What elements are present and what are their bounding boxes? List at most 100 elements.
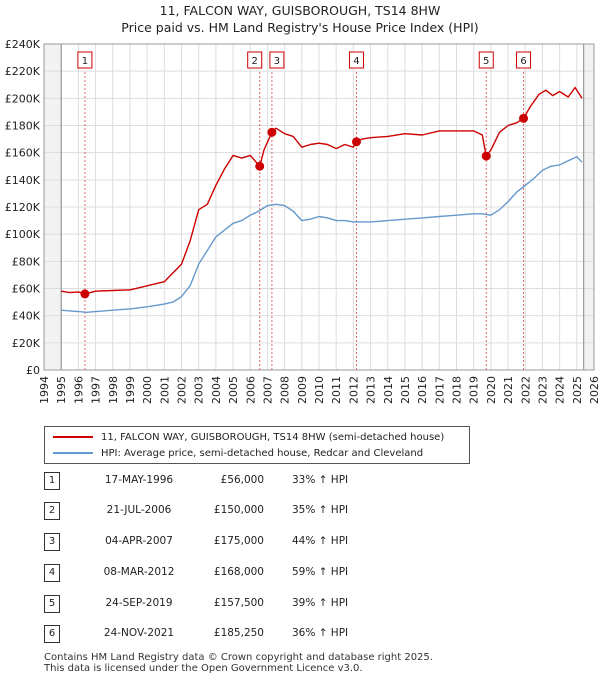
sale-hpi-change: 59% ↑ HPI: [292, 566, 349, 578]
sale-marker-label: 5: [483, 56, 489, 67]
sale-marker-label: 4: [353, 56, 359, 67]
x-tick-label: 2007: [261, 376, 274, 404]
x-tick-label: 2001: [158, 376, 171, 404]
sale-point: [267, 127, 277, 137]
series-line: [61, 155, 583, 313]
series-line: [61, 86, 583, 295]
sale-date: 17-MAY-1996: [104, 474, 174, 486]
y-tick-label: £180K: [5, 120, 41, 133]
y-tick-label: £120K: [5, 201, 41, 214]
y-tick-label: £0: [26, 364, 40, 377]
legend-item-hpi: HPI: Average price, semi-detached house,…: [53, 445, 423, 461]
sale-price: £56,000: [220, 474, 264, 486]
legend-line-property: [53, 436, 93, 438]
sale-date: 24-SEP-2019: [105, 597, 173, 609]
sale-number-badge: 4: [44, 564, 60, 582]
y-tick-label: £80K: [12, 255, 41, 268]
x-tick-label: 1998: [107, 376, 120, 404]
sale-point: [80, 289, 90, 299]
y-tick-label: £140K: [5, 174, 41, 187]
sale-date: 04-APR-2007: [105, 535, 173, 547]
sale-hpi-change: 36% ↑ HPI: [292, 627, 349, 639]
y-tick-label: £100K: [5, 228, 41, 241]
y-tick-label: £240K: [5, 38, 41, 51]
sale-marker-box: [247, 51, 263, 69]
legend-item-property: 11, FALCON WAY, GUISBOROUGH, TS14 8HW (s…: [53, 429, 444, 445]
x-tick-label: 1999: [124, 376, 137, 404]
sale-marker-label: 3: [274, 56, 280, 67]
y-tick-label: £200K: [5, 92, 41, 105]
y-tick-label: £220K: [5, 65, 41, 78]
sale-row: 4 08-MAR-2012 £168,000 59% ↑ HPI: [44, 564, 404, 584]
x-tick-label: 2024: [554, 376, 567, 404]
x-tick-label: 2020: [485, 376, 498, 404]
x-tick-label: 2008: [279, 376, 292, 404]
x-tick-label: 2012: [347, 376, 360, 404]
sale-hpi-change: 39% ↑ HPI: [292, 597, 349, 609]
sale-price: £150,000: [213, 504, 264, 516]
footer: Contains HM Land Registry data © Crown c…: [44, 652, 433, 674]
footer-copyright: Contains HM Land Registry data © Crown c…: [44, 652, 433, 663]
sale-row: 2 21-JUL-2006 £150,000 35% ↑ HPI: [44, 502, 404, 522]
x-tick-label: 1996: [72, 376, 85, 404]
sale-row: 6 24-NOV-2021 £185,250 36% ↑ HPI: [44, 625, 404, 645]
sale-marker-label: 1: [82, 56, 88, 67]
x-tick-label: 1994: [38, 376, 51, 404]
x-tick-label: 2003: [193, 376, 206, 404]
sale-row: 1 17-MAY-1996 £56,000 33% ↑ HPI: [44, 472, 404, 492]
x-tick-label: 2017: [433, 376, 446, 404]
x-tick-label: 2018: [451, 376, 464, 404]
x-tick-label: 1995: [55, 376, 68, 404]
sale-date: 24-NOV-2021: [103, 627, 175, 639]
x-tick-label: 1997: [90, 376, 103, 404]
sale-number-badge: 1: [44, 472, 60, 490]
x-tick-label: 2026: [588, 376, 600, 404]
chart-title: 11, FALCON WAY, GUISBOROUGH, TS14 8HW: [159, 3, 441, 18]
x-tick-label: 2022: [519, 376, 532, 404]
sale-number-badge: 2: [44, 502, 60, 520]
y-tick-label: £160K: [5, 147, 41, 160]
sale-price: £175,000: [213, 535, 264, 547]
footer-licence: This data is licensed under the Open Gov…: [44, 663, 363, 674]
x-tick-label: 2023: [536, 376, 549, 404]
sale-marker-box: [269, 51, 285, 69]
x-tick-label: 2004: [210, 376, 223, 404]
sale-price: £157,500: [213, 597, 264, 609]
sale-point: [481, 151, 491, 161]
chart-subtitle: Price paid vs. HM Land Registry's House …: [121, 20, 479, 35]
sale-row: 3 04-APR-2007 £175,000 44% ↑ HPI: [44, 533, 404, 553]
x-tick-label: 2019: [468, 376, 481, 404]
x-tick-label: 2006: [244, 376, 257, 404]
sale-row: 5 24-SEP-2019 £157,500 39% ↑ HPI: [44, 595, 404, 615]
sale-price: £168,000: [213, 566, 264, 578]
x-tick-label: 2002: [176, 376, 189, 404]
x-tick-label: 2015: [399, 376, 412, 404]
x-tick-label: 2014: [382, 376, 395, 404]
sale-marker-box: [77, 51, 93, 69]
sale-point: [255, 161, 265, 171]
sale-marker-label: 6: [520, 56, 526, 67]
sale-number-badge: 6: [44, 625, 60, 643]
y-tick-label: £60K: [12, 283, 41, 296]
x-tick-label: 2013: [365, 376, 378, 404]
sale-number-badge: 3: [44, 533, 60, 551]
legend-label-property: 11, FALCON WAY, GUISBOROUGH, TS14 8HW (s…: [101, 431, 445, 443]
sale-marker-box: [516, 51, 532, 69]
sale-marker-box: [478, 51, 494, 69]
sale-point: [351, 137, 361, 147]
y-tick-label: £40K: [12, 310, 41, 323]
sale-hpi-change: 33% ↑ HPI: [292, 474, 349, 486]
sale-price: £185,250: [213, 627, 264, 639]
plot-frame: [43, 43, 595, 371]
y-tick-label: £20K: [12, 337, 41, 350]
sale-hpi-change: 35% ↑ HPI: [292, 504, 349, 516]
legend-label-hpi: HPI: Average price, semi-detached house,…: [101, 447, 424, 459]
sale-marker-label: 2: [252, 56, 258, 67]
sale-date: 21-JUL-2006: [106, 504, 172, 516]
sale-point: [519, 113, 529, 123]
sale-number-badge: 5: [44, 595, 60, 613]
sale-marker-box: [348, 51, 364, 69]
chart-title-block: 11, FALCON WAY, GUISBOROUGH, TS14 8HW Pr…: [0, 2, 600, 36]
legend-line-hpi: [53, 452, 93, 454]
x-tick-label: 2016: [416, 376, 429, 404]
